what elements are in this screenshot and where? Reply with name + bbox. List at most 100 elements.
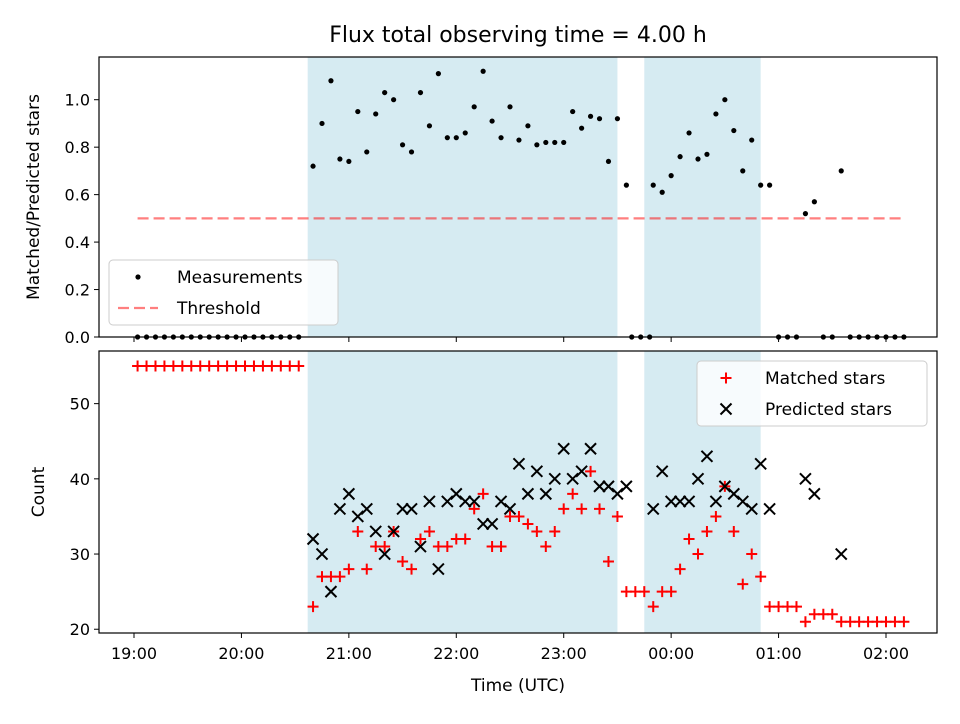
predicted-star-point xyxy=(763,502,776,516)
predicted-star-point xyxy=(691,472,705,486)
measurement-point xyxy=(534,142,540,148)
measurement-point xyxy=(543,139,549,146)
matched-star-point xyxy=(495,541,507,553)
predicted-star-point xyxy=(799,472,812,486)
measurement-point xyxy=(552,139,558,146)
measurement-point xyxy=(391,97,397,103)
measurement-point xyxy=(435,71,441,77)
matched-star-point xyxy=(477,488,489,500)
matched-star-point xyxy=(414,533,426,545)
matched-star-point xyxy=(379,541,391,553)
matched-star-point xyxy=(710,510,722,522)
matched-star-point xyxy=(334,571,346,583)
legend-predicted-marker xyxy=(719,402,733,416)
bottom-observing-window-1 xyxy=(307,351,618,633)
predicted-star-point xyxy=(476,517,490,531)
measurement-point xyxy=(561,139,567,146)
measurement-point xyxy=(337,156,343,162)
matched-star-point xyxy=(755,571,767,583)
measurement-point xyxy=(355,108,361,115)
predicted-star-point xyxy=(333,502,347,516)
measurement-point xyxy=(364,149,370,155)
measurement-point xyxy=(623,182,629,188)
predicted-star-point xyxy=(432,562,445,576)
predicted-star-point xyxy=(423,495,436,508)
measurement-point xyxy=(480,68,486,74)
x-tick-label: 19:00 xyxy=(111,644,157,663)
predicted-star-point xyxy=(808,487,821,501)
measurement-point xyxy=(749,137,755,143)
measurement-point xyxy=(471,104,477,110)
matched-star-point xyxy=(602,556,614,568)
x-axis-label: Time (UTC) xyxy=(470,676,565,696)
top-y-tick-label: 1.0 xyxy=(65,91,90,110)
top-observing-window-1 xyxy=(307,57,618,337)
predicted-star-point xyxy=(324,585,338,598)
legend-matched-marker xyxy=(720,372,732,384)
matched-star-point xyxy=(647,601,659,613)
x-tick-label: 21:00 xyxy=(326,644,372,663)
matched-star-point xyxy=(576,503,588,515)
x-tick-label: 23:00 xyxy=(541,644,587,663)
matched-star-point xyxy=(790,601,802,613)
measurement-point xyxy=(605,158,612,165)
legend-label: Matched stars xyxy=(765,369,885,389)
predicted-star-point xyxy=(835,547,848,561)
matched-star-point xyxy=(293,360,305,372)
matched-star-point xyxy=(799,616,811,628)
predicted-star-point xyxy=(575,465,588,478)
predicted-star-point xyxy=(512,457,526,471)
predicted-star-point xyxy=(494,495,508,508)
predicted-star-point xyxy=(655,465,669,478)
measurement-point xyxy=(838,168,844,174)
predicted-star-point xyxy=(593,480,606,493)
matched-star-point xyxy=(728,525,740,537)
measurement-point xyxy=(444,135,450,141)
measurement-point xyxy=(453,135,459,141)
matched-star-point xyxy=(611,510,623,522)
legend-measurements-marker xyxy=(135,274,141,280)
measurement-point xyxy=(704,151,710,157)
measurement-point xyxy=(346,158,352,165)
chart-title: Flux total observing time = 4.00 h xyxy=(329,23,707,48)
predicted-star-point xyxy=(539,487,553,501)
predicted-star-point xyxy=(485,517,499,531)
matched-star-point xyxy=(549,525,561,537)
measurement-point xyxy=(319,120,325,127)
predicted-star-point xyxy=(557,442,570,455)
predicted-star-point xyxy=(530,465,544,478)
bottom-panel: Count Time (UTC) 20 30 40 50 19:00 20:00 21:00… xyxy=(29,350,938,696)
measurement-point xyxy=(408,149,415,155)
matched-star-point xyxy=(531,525,543,537)
measurement-point xyxy=(373,111,379,117)
matched-star-point xyxy=(361,563,373,575)
matched-star-point xyxy=(746,548,758,560)
measurement-point xyxy=(498,135,504,141)
legend-label: Measurements xyxy=(177,268,303,288)
matched-star-point xyxy=(468,503,480,515)
measurement-point xyxy=(570,108,576,115)
top-y-axis-label: Matched/Predicted stars xyxy=(24,94,44,300)
predicted-star-point xyxy=(414,540,427,553)
top-y-tick-label: 0.2 xyxy=(65,281,90,300)
predicted-star-point xyxy=(521,487,535,501)
measurement-point xyxy=(507,104,513,110)
measurement-point xyxy=(695,156,701,162)
measurement-point xyxy=(614,116,621,122)
predicted-star-point xyxy=(647,502,660,516)
x-tick-label: 01:00 xyxy=(756,644,802,663)
predicted-star-point xyxy=(396,502,409,516)
top-observing-window-2 xyxy=(644,57,761,337)
predicted-star-point xyxy=(673,495,687,508)
measurement-point xyxy=(525,123,531,129)
matched-star-point xyxy=(397,556,409,568)
predicted-star-point xyxy=(682,495,696,508)
predicted-star-point xyxy=(602,480,615,493)
bottom-y-axis-label: Count xyxy=(29,466,49,517)
bottom-y-tick-label: 20 xyxy=(70,620,90,639)
predicted-star-point xyxy=(306,532,320,546)
matched-star-point xyxy=(585,465,597,477)
bottom-y-tick-label: 30 xyxy=(70,545,90,564)
matched-star-point xyxy=(826,608,838,620)
measurement-point xyxy=(399,142,406,148)
